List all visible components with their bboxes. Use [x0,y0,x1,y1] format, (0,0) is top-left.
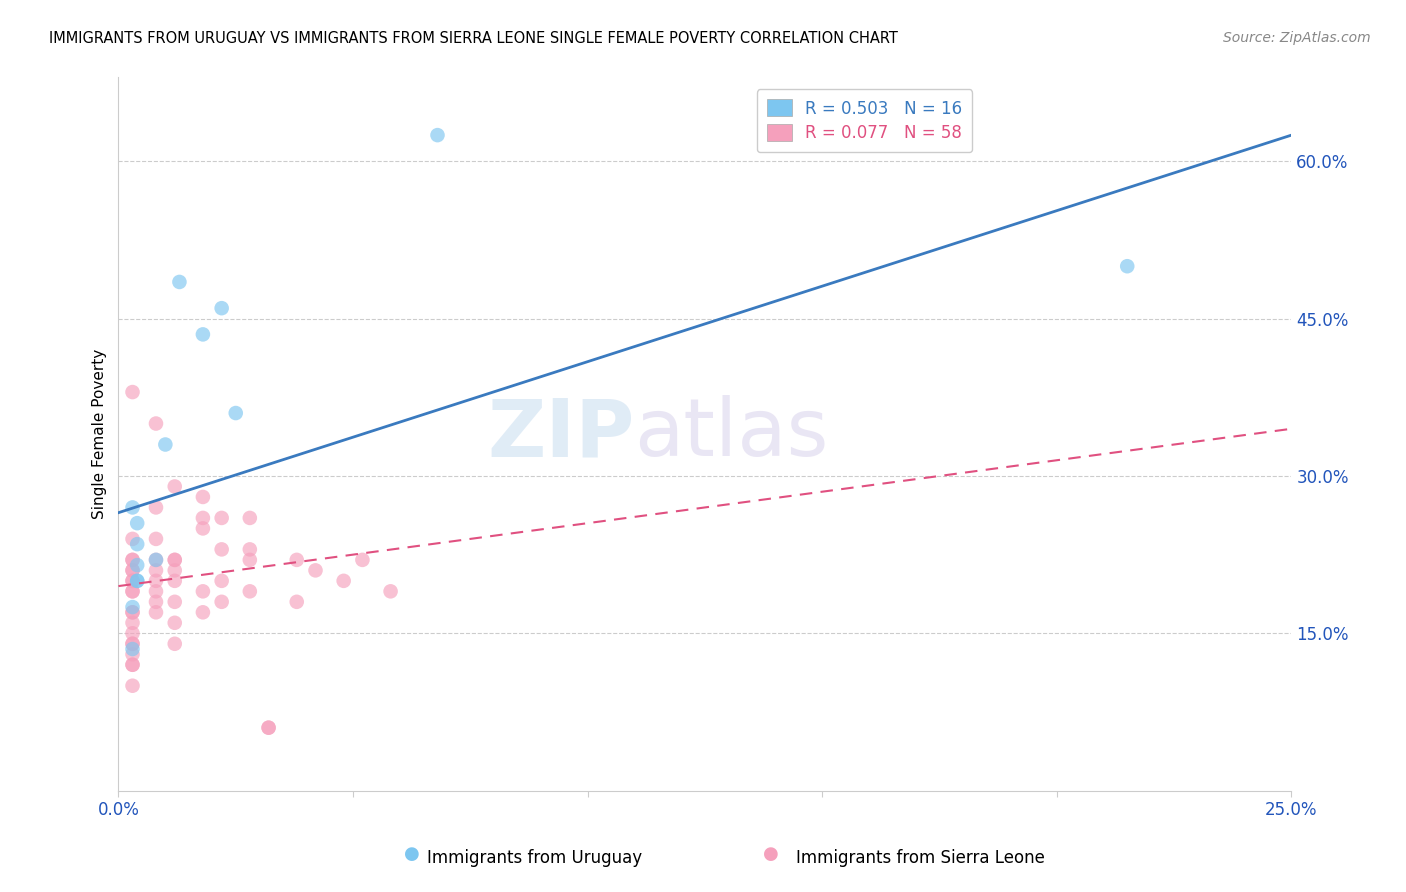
Point [121,553,143,567]
Text: Immigrants from Uruguay: Immigrants from Uruguay [426,849,643,867]
Point [145,553,167,567]
Text: ●: ● [762,845,779,863]
Point [145,595,167,609]
Point [127,537,149,551]
Point [332,574,354,588]
Point [211,301,233,315]
Point [225,406,247,420]
Point [121,637,143,651]
Point [145,532,167,546]
Point [1116,259,1139,273]
Point [191,521,214,535]
Point [239,584,262,599]
Point [121,657,143,672]
Point [121,647,143,661]
Point [121,574,143,588]
Point [127,574,149,588]
Point [285,553,308,567]
Point [169,275,191,289]
Point [211,542,233,557]
Point [145,553,167,567]
Point [163,637,186,651]
Point [127,558,149,573]
Point [121,563,143,577]
Text: atlas: atlas [634,395,830,473]
Point [121,553,143,567]
Point [121,615,143,630]
Point [191,490,214,504]
Point [163,553,186,567]
Text: Immigrants from Sierra Leone: Immigrants from Sierra Leone [796,849,1046,867]
Point [163,574,186,588]
Point [121,637,143,651]
Y-axis label: Single Female Poverty: Single Female Poverty [93,349,107,519]
Point [127,574,149,588]
Point [163,595,186,609]
Point [211,511,233,525]
Point [145,417,167,431]
Point [380,584,402,599]
Point [191,605,214,619]
Point [239,553,262,567]
Point [121,385,143,400]
Point [257,721,280,735]
Text: ZIP: ZIP [488,395,634,473]
Legend: R = 0.503   N = 16, R = 0.077   N = 58: R = 0.503 N = 16, R = 0.077 N = 58 [756,89,973,153]
Point [211,595,233,609]
Text: Source: ZipAtlas.com: Source: ZipAtlas.com [1223,31,1371,45]
Point [145,605,167,619]
Point [211,574,233,588]
Point [145,574,167,588]
Point [191,327,214,342]
Point [304,563,326,577]
Point [239,511,262,525]
Point [121,605,143,619]
Point [145,500,167,515]
Point [121,584,143,599]
Point [191,511,214,525]
Point [121,626,143,640]
Point [121,657,143,672]
Point [121,532,143,546]
Point [239,542,262,557]
Point [163,479,186,493]
Point [163,563,186,577]
Text: ●: ● [404,845,420,863]
Point [191,584,214,599]
Point [127,516,149,531]
Point [121,605,143,619]
Point [163,553,186,567]
Point [426,128,449,142]
Point [155,437,177,451]
Text: IMMIGRANTS FROM URUGUAY VS IMMIGRANTS FROM SIERRA LEONE SINGLE FEMALE POVERTY CO: IMMIGRANTS FROM URUGUAY VS IMMIGRANTS FR… [49,31,898,46]
Point [121,600,143,615]
Point [121,642,143,657]
Point [121,574,143,588]
Point [121,584,143,599]
Point [145,563,167,577]
Point [121,563,143,577]
Point [285,595,308,609]
Point [121,500,143,515]
Point [257,721,280,735]
Point [352,553,374,567]
Point [121,679,143,693]
Point [145,584,167,599]
Point [163,615,186,630]
